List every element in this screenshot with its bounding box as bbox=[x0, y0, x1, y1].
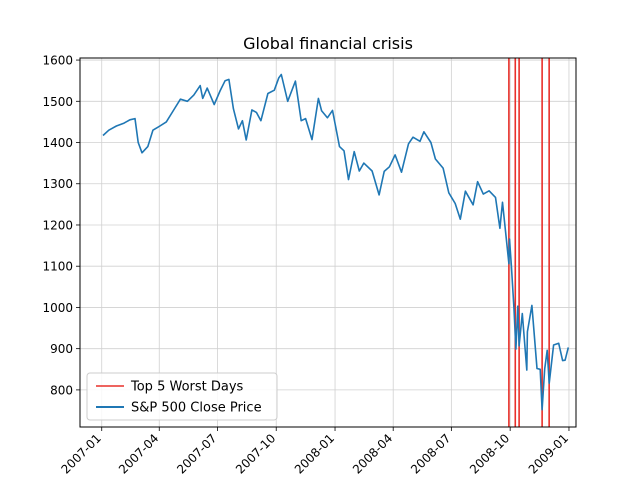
close-price-line bbox=[102, 73, 570, 411]
y-axis-ticks: 800 900 1000 1100 1200 1300 1400 1500 1600 bbox=[42, 54, 80, 397]
series-layer bbox=[102, 73, 570, 411]
y-tick-label: 1000 bbox=[42, 301, 73, 315]
y-tick-label: 1100 bbox=[42, 260, 73, 274]
y-tick-label: 1500 bbox=[42, 95, 73, 109]
y-tick-label: 900 bbox=[50, 342, 73, 356]
legend-label-worst-days: Top 5 Worst Days bbox=[130, 380, 244, 395]
y-tick-label: 1300 bbox=[42, 177, 73, 191]
legend-box bbox=[86, 372, 278, 421]
plot-frame bbox=[79, 57, 577, 428]
grid-lines bbox=[80, 58, 576, 427]
chart-title: Global financial crisis bbox=[243, 34, 413, 53]
legend-label-close-price: S&P 500 Close Price bbox=[131, 401, 262, 416]
legend: Top 5 Worst Days S&P 500 Close Price bbox=[86, 372, 278, 421]
y-tick-label: 1200 bbox=[42, 218, 73, 232]
y-tick-label: 1600 bbox=[42, 54, 73, 68]
y-tick-label: 800 bbox=[50, 383, 73, 397]
y-tick-label: 1400 bbox=[42, 136, 73, 150]
